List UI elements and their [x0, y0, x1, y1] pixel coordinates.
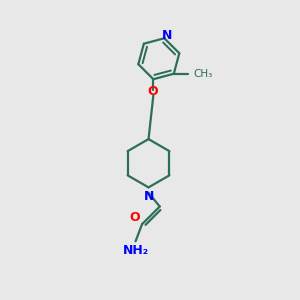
- Text: N: N: [161, 29, 172, 42]
- Text: O: O: [147, 85, 158, 98]
- Text: O: O: [129, 211, 140, 224]
- Text: CH₃: CH₃: [193, 69, 212, 79]
- Text: NH₂: NH₂: [122, 244, 148, 256]
- Text: N: N: [144, 190, 154, 203]
